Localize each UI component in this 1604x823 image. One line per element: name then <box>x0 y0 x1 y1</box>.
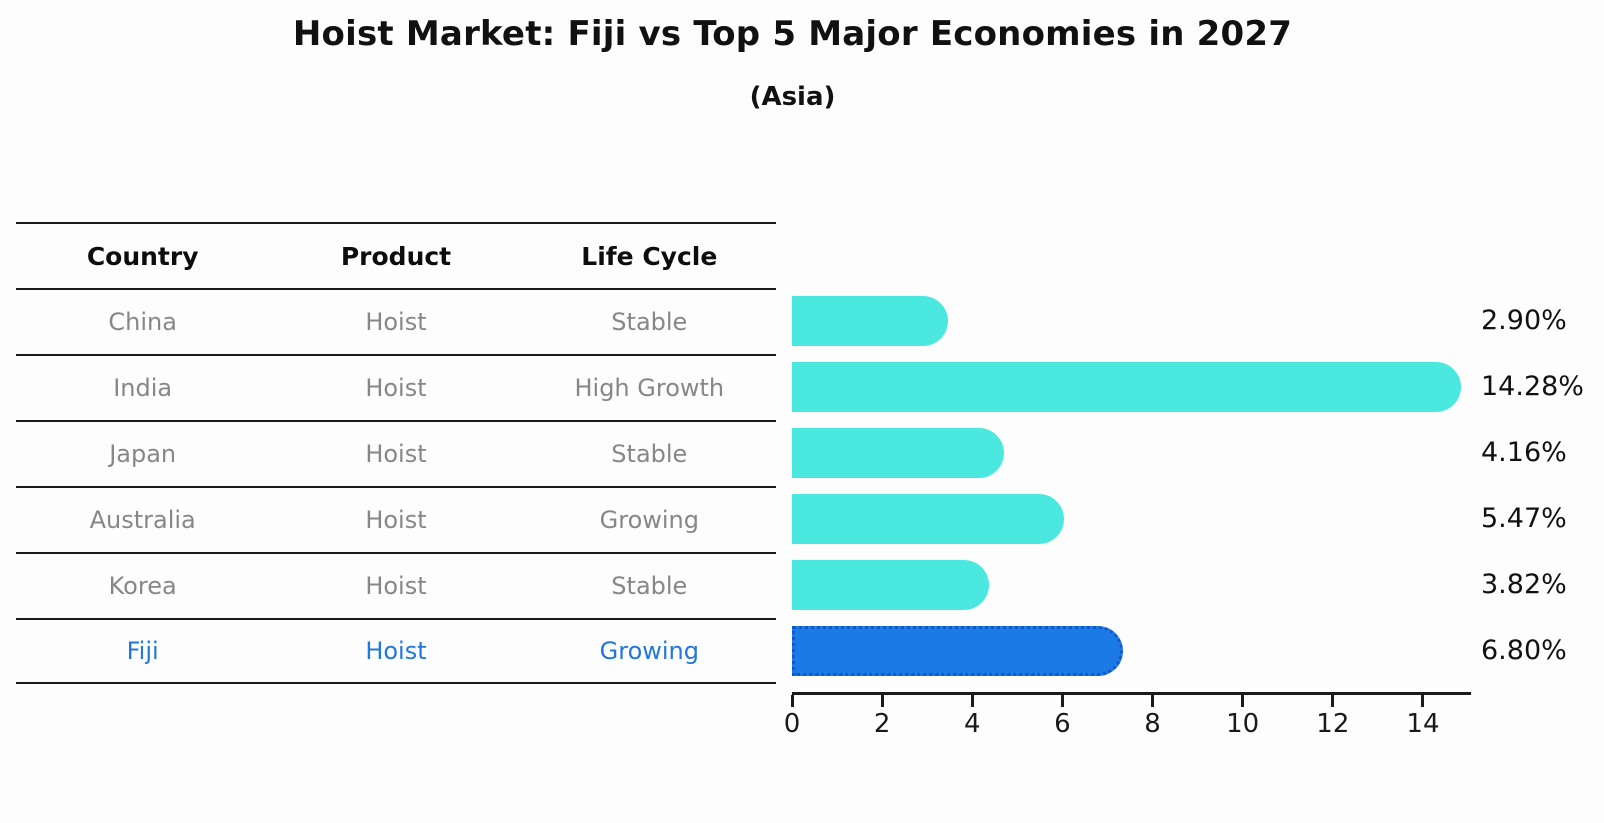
cell-country: Korea <box>108 572 177 600</box>
bar-india <box>792 362 1461 412</box>
cell-product: Hoist <box>365 440 427 468</box>
x-axis-tick-label: 10 <box>1226 709 1260 739</box>
x-axis-tick <box>1151 695 1155 707</box>
cell-life-cycle: Growing <box>599 637 699 665</box>
table-row: Australia Hoist Growing <box>16 486 776 552</box>
cell-country: India <box>113 374 173 402</box>
cell-country: China <box>108 308 177 336</box>
value-label: 3.82% <box>1481 569 1567 600</box>
chart-subtitle: (Asia) <box>749 82 836 112</box>
x-axis-tick <box>790 695 794 707</box>
x-axis-tick-label: 2 <box>873 709 891 739</box>
x-axis-tick-label: 14 <box>1406 709 1440 739</box>
chart-title: Hoist Market: Fiji vs Top 5 Major Econom… <box>292 14 1293 54</box>
x-axis-tick-label: 8 <box>1144 709 1161 739</box>
comparison-table: Country Product Life Cycle China Hoist Stable… <box>16 222 776 684</box>
table-row: China Hoist Stable <box>16 288 776 354</box>
cell-life-cycle: Growing <box>599 506 699 534</box>
cell-country: Australia <box>89 506 196 534</box>
table-row: Korea Hoist Stable <box>16 552 776 618</box>
x-axis-tick <box>1241 695 1245 707</box>
cell-product: Hoist <box>365 572 427 600</box>
cell-life-cycle: Stable <box>611 572 688 600</box>
x-axis-line <box>792 692 1471 695</box>
value-label: 14.28% <box>1481 371 1584 402</box>
x-axis-tick <box>1331 695 1335 707</box>
cell-product: Hoist <box>365 374 427 402</box>
cell-life-cycle: Stable <box>611 440 688 468</box>
header-cell-country: Country <box>86 241 199 271</box>
x-axis-tick-label: 6 <box>1054 709 1071 739</box>
cell-product: Hoist <box>365 506 427 534</box>
table-row: Fiji Hoist Growing <box>16 618 776 684</box>
table-row: Japan Hoist Stable <box>16 420 776 486</box>
x-axis-tick-label: 12 <box>1316 709 1350 739</box>
cell-country: Fiji <box>126 637 159 665</box>
cell-product: Hoist <box>365 308 427 336</box>
cell-country: Japan <box>109 440 177 468</box>
x-axis-tick <box>880 695 884 707</box>
table-header-row: Country Product Life Cycle <box>16 222 776 288</box>
header-cell-product: Product <box>340 241 452 271</box>
table-row: India Hoist High Growth <box>16 354 776 420</box>
value-label: 6.80% <box>1481 635 1567 666</box>
bar-japan <box>792 428 1005 478</box>
x-axis-tick-label: 0 <box>783 709 801 739</box>
x-axis-tick-label: 4 <box>963 709 981 739</box>
cell-life-cycle: Stable <box>611 308 688 336</box>
bar-china <box>792 296 948 346</box>
value-label: 2.90% <box>1481 305 1567 336</box>
x-axis-tick <box>1421 695 1425 707</box>
header-cell-life-cycle: Life Cycle <box>581 241 718 271</box>
value-label: 5.47% <box>1481 503 1567 534</box>
value-label: 4.16% <box>1481 437 1567 468</box>
bar-fiji <box>792 626 1124 676</box>
cell-life-cycle: High Growth <box>574 374 725 402</box>
x-axis-tick <box>1060 695 1064 707</box>
cell-product: Hoist <box>365 637 427 665</box>
bar-australia <box>792 494 1064 544</box>
x-axis-tick <box>970 695 974 707</box>
bar-korea <box>792 560 990 610</box>
